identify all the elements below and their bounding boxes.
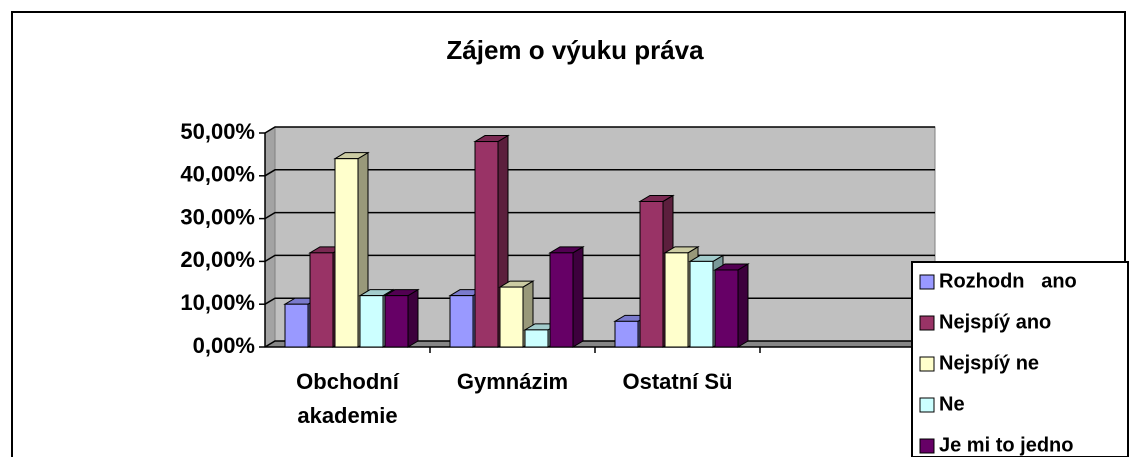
- chart-border: [11, 11, 1126, 457]
- chart-title: Zájem o výuku práva: [446, 35, 704, 65]
- y-tick-label: 20,00%: [180, 247, 255, 272]
- grid-line: [264, 126, 935, 134]
- legend-label: Rozhodn ano: [939, 270, 1077, 292]
- legend-swatch: [919, 397, 935, 413]
- bar-front: [639, 200, 664, 348]
- bar-front: [664, 252, 689, 348]
- x-tick-label: Obchodní akademie: [296, 369, 400, 428]
- bar-front: [474, 141, 499, 348]
- bar-front: [449, 295, 474, 348]
- bar-side: [737, 263, 749, 348]
- y-tick-label: 0,00%: [193, 333, 255, 358]
- bar-front: [359, 295, 384, 348]
- legend-swatch: [919, 356, 935, 372]
- x-tick-label: Ostatní Sü: [622, 369, 732, 394]
- legend-label: Ne: [939, 393, 965, 415]
- bar: [713, 263, 750, 348]
- bar: [383, 288, 420, 348]
- bar-front: [309, 252, 334, 348]
- bar-side: [407, 288, 419, 348]
- legend-label: Je mi to jedno: [939, 434, 1073, 456]
- bar-front: [689, 260, 714, 348]
- bar: [548, 245, 585, 348]
- bar-front: [384, 295, 409, 348]
- y-tick-label: 30,00%: [180, 204, 255, 229]
- y-tick-label: 50,00%: [180, 119, 255, 144]
- legend-swatch: [919, 274, 935, 290]
- bar-front: [499, 286, 524, 348]
- grid-line: [264, 211, 935, 220]
- grid-line: [264, 169, 935, 177]
- x-tick-label: Gymnázim: [457, 369, 568, 394]
- y-tick-label: 40,00%: [180, 162, 255, 187]
- legend-label: Nejspíý ano: [939, 311, 1051, 333]
- bar-front: [334, 158, 359, 348]
- bar-front: [614, 320, 639, 348]
- side-wall: [264, 126, 276, 348]
- bar-front: [714, 269, 739, 348]
- legend-swatch: [919, 438, 935, 454]
- bar-front: [549, 252, 574, 348]
- bar-front: [524, 329, 549, 348]
- legend-label: Nejspíý ne: [939, 352, 1039, 374]
- y-tick-label: 10,00%: [180, 290, 255, 315]
- bar-front: [284, 303, 309, 348]
- bar-side: [572, 245, 584, 348]
- legend-swatch: [919, 315, 935, 331]
- legend-box: [911, 261, 1129, 457]
